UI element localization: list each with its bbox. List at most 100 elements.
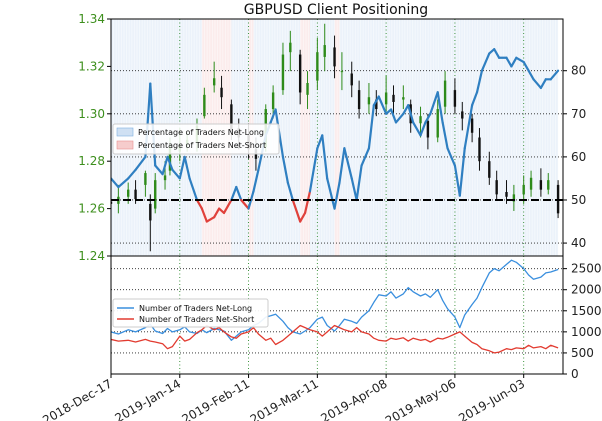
sentiment-fill-segment (523, 19, 529, 256)
sentiment-fill-segment (481, 19, 490, 256)
sentiment-fill-segment (540, 19, 546, 256)
sentiment-fill-segment (282, 19, 288, 256)
sentiment-segment (308, 147, 319, 193)
sentiment-fill-segment (327, 19, 335, 256)
price-axis-label: 1.24 (78, 249, 105, 263)
sentiment-segment (527, 69, 535, 81)
sentiment-segment (188, 177, 199, 202)
sentiment-segment (402, 104, 410, 115)
sentiment-fill-segment (545, 19, 551, 256)
price-candle (453, 78, 457, 114)
sentiment-segment (252, 168, 260, 193)
price-candle (529, 170, 533, 197)
count-axis-label: 1000 (571, 325, 602, 339)
sentiment-segment (389, 108, 398, 124)
sentiment-fill-segment (494, 19, 500, 256)
sentiment-segment (424, 112, 432, 124)
sentiment-segment (367, 104, 375, 150)
sentiment-segment (269, 108, 277, 124)
sentiment-segment (333, 181, 341, 210)
sentiment-segment (429, 91, 439, 115)
sentiment-fill-segment (300, 19, 306, 256)
count-axis-label: 500 (571, 346, 594, 360)
sentiment-segment (412, 121, 422, 137)
sentiment-segment (247, 190, 255, 210)
price-candle (478, 128, 481, 171)
sentiment-segment (419, 121, 427, 137)
price-candle (323, 23, 326, 72)
price-candle (144, 170, 147, 197)
sentiment-fill-segment (447, 19, 455, 256)
sentiment-segment (213, 207, 221, 219)
sentiment-fill-segment (373, 19, 379, 256)
date-axis-label: 2019-May-06 (383, 376, 458, 421)
sentiment-fill-segment (292, 19, 301, 256)
sentiment-fill-segment (499, 19, 507, 256)
sentiment-segment (230, 185, 238, 202)
bottom-panel-frame (110, 255, 564, 375)
sentiment-segment (291, 198, 302, 223)
sentiment-segment (205, 216, 216, 223)
count-axis-label: 0 (571, 367, 579, 381)
sentiment-segment (446, 147, 457, 167)
legend-net-short-label: Percentage of Traders Net-Short (138, 141, 266, 150)
price-candle (212, 61, 216, 93)
sentiment-fill-segment (361, 19, 369, 256)
trader-count-series-line (111, 324, 559, 354)
date-axis-label: 2019-Jan-14 (113, 376, 184, 421)
sentiment-fill-segment (344, 19, 352, 256)
sentiment-segment (458, 147, 466, 197)
sentiment-segment (480, 52, 491, 72)
sentiment-fill-segment (356, 19, 362, 256)
sentiment-axis-label: 70 (571, 107, 586, 121)
sentiment-fill-segment (533, 19, 541, 256)
sentiment-pct-axis: 40 50 60 70 80 (563, 64, 586, 250)
price-axis-label: 1.30 (78, 107, 105, 121)
sentiment-segment (286, 181, 294, 202)
sentiment-fill-segment (309, 19, 318, 256)
sentiment-segment (281, 155, 289, 184)
fill-hatching (111, 19, 562, 256)
sentiment-segment (407, 104, 415, 124)
sentiment-fill-segment (386, 19, 392, 256)
trader-count-lines (111, 259, 559, 354)
sentiment-segment (505, 56, 513, 68)
sentiment-fill-segment (459, 19, 465, 256)
count-axis-label: 2500 (571, 262, 602, 276)
sentiment-fill-segment (464, 19, 473, 256)
price-candle (505, 180, 508, 204)
sentiment-segment (321, 134, 329, 180)
price-candle (298, 49, 302, 105)
price-candle (384, 75, 388, 114)
sentiment-segment (360, 147, 371, 167)
sentiment-axis-label: 40 (571, 236, 586, 250)
price-candle (357, 80, 361, 119)
top-panel: 1.24 1.26 1.28 1.30 1.32 1.34 40 50 60 70 80 Perc… (78, 12, 586, 263)
sentiment-segment (338, 147, 346, 184)
sentiment-fill-segment (317, 19, 323, 256)
legend-net-long-swatch (116, 127, 134, 137)
price-candle (149, 194, 152, 252)
sentiment-segment (326, 177, 336, 210)
sentiment-fill-segment (322, 19, 328, 256)
sentiment-fill-segment (403, 19, 409, 256)
sentiment-segment (475, 69, 484, 94)
price-candle (289, 30, 292, 72)
sentiment-fill-segment (528, 19, 534, 256)
sentiment-segment (240, 198, 250, 210)
sentiment-segment (235, 185, 243, 202)
top-legend: Percentage of Traders Net-Long Percentag… (112, 123, 280, 155)
date-axis-label: 2019-Apr-08 (318, 376, 389, 421)
sentiment-segment (549, 69, 560, 81)
sentiment-segment (377, 95, 388, 115)
sentiment-segment (394, 112, 405, 124)
date-axis-label: 2019-Feb-11 (179, 376, 252, 421)
legend-count-long-label: Number of Traders Net-Long (139, 304, 252, 313)
price-axis-label: 1.34 (78, 12, 105, 26)
sentiment-segment (195, 198, 203, 210)
count-axis-label: 1500 (571, 304, 602, 318)
sentiment-fill-segment (339, 19, 345, 256)
sentiment-fill-segment (391, 19, 396, 256)
sentiment-segment (161, 155, 169, 176)
